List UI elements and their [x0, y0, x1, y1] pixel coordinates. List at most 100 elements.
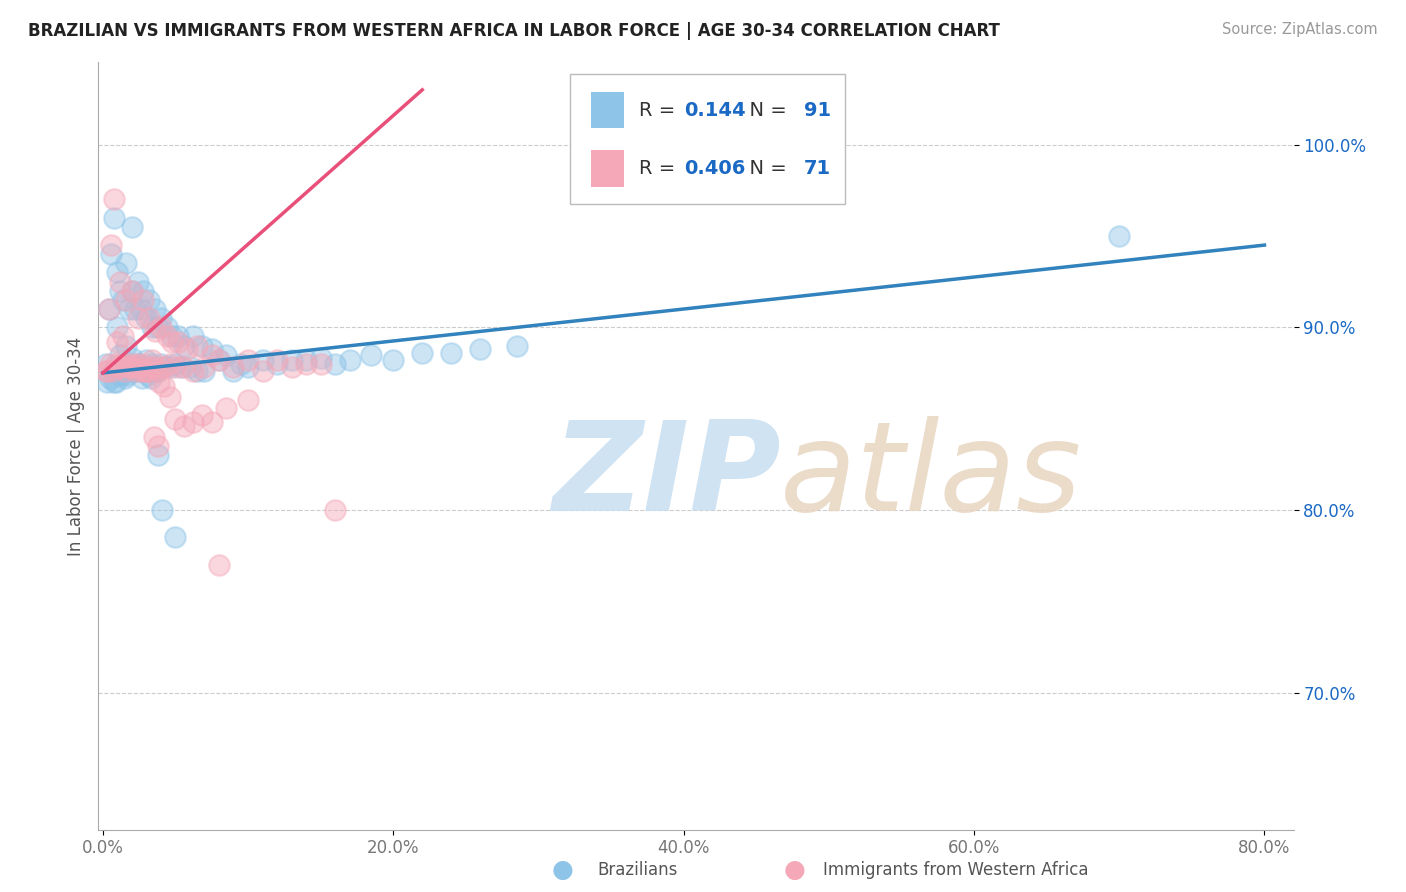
Point	[138, 293, 160, 307]
Point	[280, 360, 302, 375]
Point	[208, 558, 231, 572]
Point	[360, 348, 382, 362]
Point	[339, 353, 361, 368]
Point	[152, 360, 174, 375]
Point	[201, 415, 224, 429]
Point	[135, 311, 157, 326]
Point	[146, 364, 169, 378]
Point	[136, 364, 159, 378]
Point	[173, 338, 195, 352]
Point	[143, 360, 166, 375]
Point	[505, 338, 527, 352]
Point	[193, 364, 215, 378]
Point	[121, 284, 143, 298]
Point	[295, 353, 318, 368]
Point	[105, 265, 128, 279]
Point	[121, 219, 143, 234]
Point	[131, 371, 153, 385]
Point	[159, 360, 181, 375]
Point	[236, 353, 259, 368]
Point	[142, 430, 165, 444]
Point	[266, 353, 288, 368]
Point	[173, 418, 195, 433]
Point	[162, 334, 184, 349]
Point	[141, 353, 163, 368]
Point	[181, 329, 204, 343]
Point	[136, 368, 159, 382]
Point	[107, 360, 129, 375]
Point	[111, 368, 134, 382]
Point	[139, 371, 162, 385]
Point	[107, 368, 129, 382]
Text: 91: 91	[804, 101, 831, 120]
Point	[162, 329, 184, 343]
Point	[134, 364, 156, 378]
FancyBboxPatch shape	[571, 74, 845, 204]
Point	[139, 360, 162, 375]
Text: 0.406: 0.406	[685, 159, 745, 178]
Text: ●: ●	[551, 858, 574, 881]
Point	[156, 320, 179, 334]
Point	[115, 256, 138, 270]
Point	[134, 364, 156, 378]
Point	[127, 357, 149, 371]
Point	[229, 357, 252, 371]
Point	[181, 364, 204, 378]
Point	[280, 353, 302, 368]
Point	[236, 393, 259, 408]
Text: BRAZILIAN VS IMMIGRANTS FROM WESTERN AFRICA IN LABOR FORCE | AGE 30-34 CORRELATI: BRAZILIAN VS IMMIGRANTS FROM WESTERN AFR…	[28, 22, 1000, 40]
Point	[118, 301, 141, 316]
Point	[190, 338, 212, 352]
Point	[108, 348, 131, 362]
Point	[103, 211, 125, 225]
Point	[124, 364, 146, 378]
Point	[98, 357, 121, 371]
Point	[124, 357, 146, 371]
Point	[165, 411, 187, 425]
Point	[181, 415, 204, 429]
Text: ZIP: ZIP	[553, 417, 782, 537]
Point	[129, 357, 152, 371]
Point	[105, 320, 128, 334]
Point	[146, 364, 169, 378]
Point	[1108, 229, 1130, 244]
Text: Source: ZipAtlas.com: Source: ZipAtlas.com	[1222, 22, 1378, 37]
Point	[252, 353, 274, 368]
Point	[138, 311, 160, 326]
Point	[149, 311, 172, 326]
Point	[103, 375, 125, 389]
Point	[118, 357, 141, 371]
Text: atlas: atlas	[779, 417, 1081, 537]
Text: Immigrants from Western Africa: Immigrants from Western Africa	[823, 861, 1088, 879]
Point	[215, 401, 238, 415]
Point	[167, 329, 190, 343]
Point	[186, 338, 208, 352]
Point	[152, 378, 174, 392]
Point	[94, 357, 117, 371]
Text: Brazilians: Brazilians	[598, 861, 678, 879]
Text: 0.144: 0.144	[685, 101, 745, 120]
Point	[122, 364, 145, 378]
Point	[127, 275, 149, 289]
Point	[193, 360, 215, 375]
Point	[112, 293, 135, 307]
Point	[146, 448, 169, 462]
Point	[172, 360, 194, 375]
Point	[125, 360, 148, 375]
Point	[100, 247, 122, 261]
Point	[104, 357, 127, 371]
Point	[108, 284, 131, 298]
Point	[131, 364, 153, 378]
Point	[114, 371, 136, 385]
Point	[124, 301, 146, 316]
Point	[309, 357, 332, 371]
Point	[141, 357, 163, 371]
Point	[98, 371, 121, 385]
Point	[112, 366, 135, 380]
Point	[138, 364, 160, 378]
Point	[141, 320, 163, 334]
Point	[190, 408, 212, 422]
Point	[117, 360, 139, 375]
Point	[186, 364, 208, 378]
Text: N =: N =	[737, 101, 793, 120]
